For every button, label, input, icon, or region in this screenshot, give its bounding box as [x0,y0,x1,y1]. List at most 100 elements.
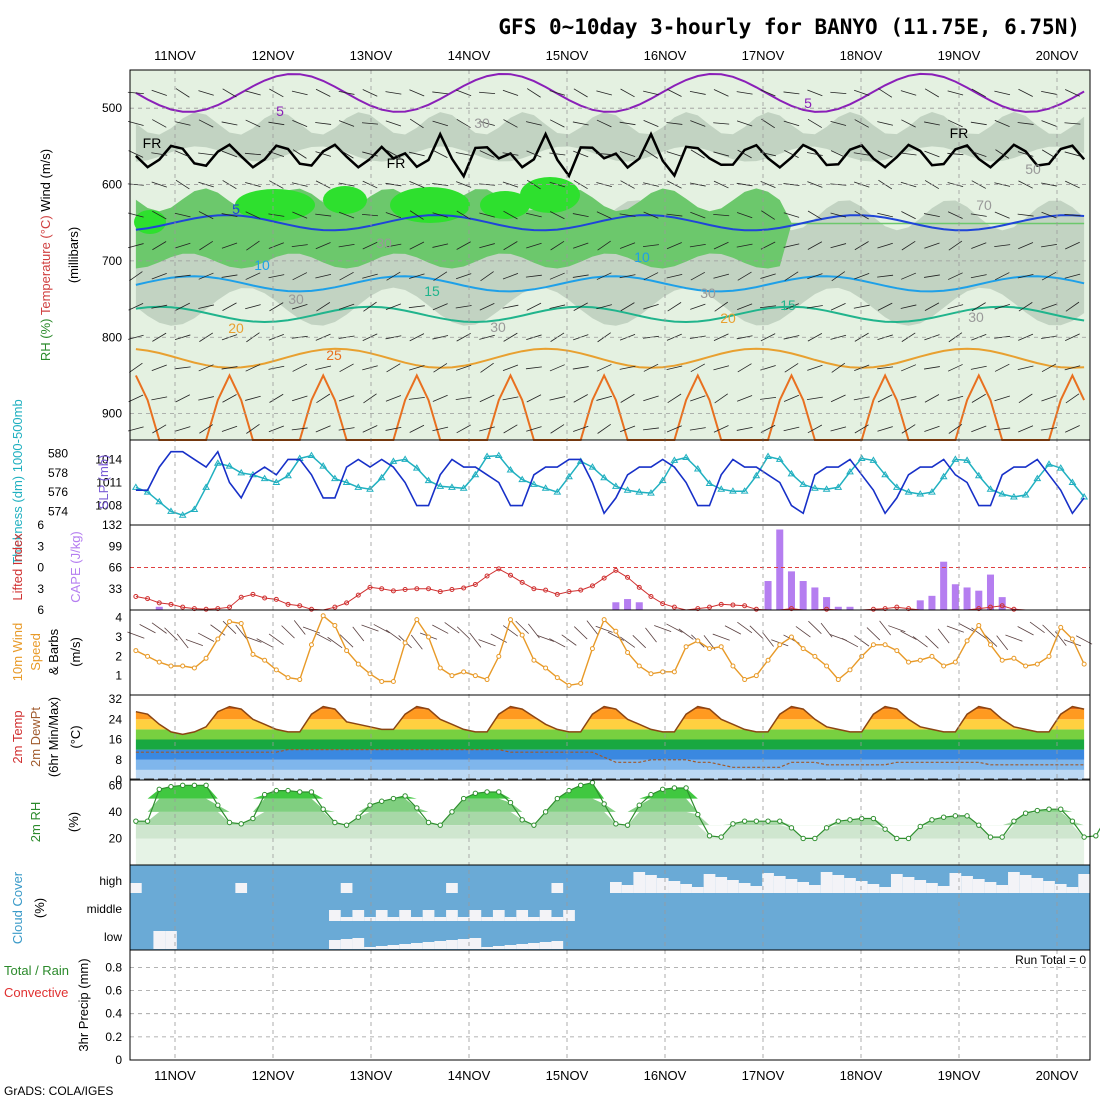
wind-barb [619,242,636,249]
wind-barb [690,303,706,310]
thickness-point [319,462,328,469]
wind-barb [783,120,800,127]
li-point [379,586,385,592]
thickness-point [869,456,878,463]
rh2m-point [1022,810,1029,816]
wind-barb [643,395,659,402]
cloud-high [855,881,868,893]
wind-barb [456,424,471,434]
wind-barb [666,425,682,433]
wind-barb [245,304,261,310]
wind-barb [199,424,214,434]
dewpt-line [135,748,1085,768]
wind-barb [924,150,940,158]
wind-barb [713,89,729,97]
wind-barb [385,303,402,310]
wind-barb [362,89,378,97]
rh2m-point [613,821,619,827]
wind10-point [332,622,338,628]
thickness-point [448,483,456,490]
wind-barb [807,241,823,250]
temp-ylabel: (°C) [68,725,83,748]
li-point [496,566,502,572]
cloud-low [329,940,341,949]
precip-tick: 0.8 [105,960,122,974]
wind-barb [971,302,986,312]
cloud-high [1078,874,1090,893]
wind-barb [456,181,472,188]
li-point [484,573,490,579]
li-point [870,606,876,612]
date-label-bottom: 17NOV [742,1068,785,1083]
cape-bar [155,606,163,610]
wind-barb [947,119,963,128]
wind10-point [531,657,537,663]
contour-label: FR [387,155,406,171]
wind-barb [385,182,402,187]
wind10-barb [352,626,365,642]
thickness-point [799,480,808,487]
wind-barb [737,149,752,159]
temp-band [135,759,1085,770]
wind-barb [573,425,589,432]
rh2m-point [250,815,256,822]
wind10-barb [724,625,742,635]
wind10-point [414,617,420,623]
contour-label: 20 [228,320,244,336]
wind-barb [760,333,776,342]
wind-barb [385,91,402,95]
thickness-point [881,470,890,478]
temp-band [135,739,1085,750]
wind-barb [877,212,894,218]
thickness-point [284,471,292,479]
wind10-ylabel-speed: Speed [28,633,43,671]
wind-barb [456,241,471,250]
wind10-barb [185,639,203,646]
wind10-point [238,621,244,627]
wind10-line [135,614,1085,687]
rh2m-tick: 20 [109,831,123,845]
cloud-high [773,876,786,893]
wind10-point [742,677,748,683]
contour-label: 15 [424,283,440,299]
wind-barb [666,122,683,125]
wind10-tick: 3 [115,630,122,644]
date-label-top: 15NOV [546,48,589,63]
wind-barb [246,423,260,434]
wind-barb [503,241,518,251]
li-point [133,594,139,600]
wind-barb [597,423,611,434]
thickness-point [986,485,995,492]
li-point [906,606,912,612]
temp-band [135,729,1085,740]
cloud-low [340,939,353,949]
wind10-point [917,657,923,663]
cloud-middle [457,917,470,921]
cloud-high [130,883,142,893]
rh2m-point [261,791,268,798]
cloud-middle [352,910,365,921]
cloud-middle [504,917,517,921]
cape-bar [624,599,632,610]
wind-barb [245,364,261,372]
wind-barb [479,91,496,95]
wind10-point [145,653,151,659]
wind10-barb [854,635,870,647]
thickness-point [1033,474,1042,482]
li-point [507,572,513,578]
wind-barb [151,181,167,188]
wind-barb [784,363,799,373]
wind-barb [1041,271,1057,281]
rh2m-point [554,795,561,802]
contour-label: 5 [804,95,812,111]
wind-barb [244,152,261,156]
wind-barb [830,120,847,126]
cloud-high [844,878,856,893]
wind-barb [736,426,753,431]
li-point [671,604,677,610]
wind10-point [648,671,654,677]
wind-barb [619,274,636,279]
wind-barb [174,366,191,370]
temp-band [135,719,1085,730]
wind-barb [268,425,284,433]
